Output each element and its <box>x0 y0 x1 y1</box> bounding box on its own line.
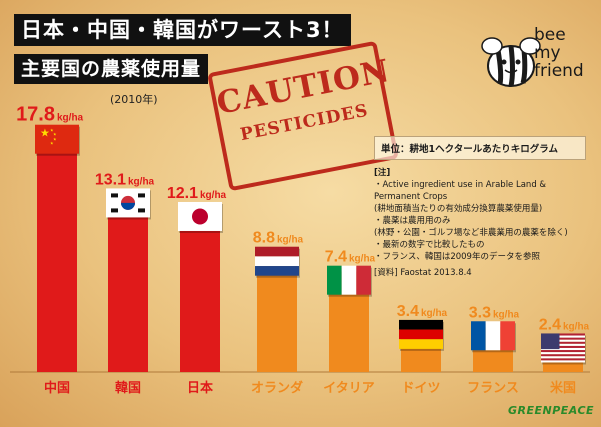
notes-list: ・Active ingredient use in Arable Land & … <box>374 180 586 263</box>
value-label: 3.3 <box>469 304 491 321</box>
bar-group: 12.1 kg/ha 日本 <box>167 185 227 396</box>
logo-word-2: my <box>534 43 561 63</box>
bee-my-friend-logo: bee my friend <box>534 26 584 80</box>
unit-label: kg/ha <box>277 235 304 246</box>
note-item: ・Active ingredient use in Arable Land & <box>374 180 547 190</box>
unit-label: kg/ha <box>563 321 590 332</box>
germany-flag <box>399 319 444 351</box>
usa-flag <box>541 333 586 365</box>
bee-icon <box>481 37 541 87</box>
unit-label: kg/ha <box>349 254 376 265</box>
headline-worst-three: 日本・中国・韓国がワースト3！ <box>14 14 351 46</box>
note-item: Permanent Crops <box>374 192 448 202</box>
unit-label: kg/ha <box>493 309 520 320</box>
category-label: 中国 <box>44 380 70 396</box>
bar-group: 13.1 kg/ha 韓国 <box>95 171 155 396</box>
source-note: [資料] Faostat 2013.8.4 <box>374 268 472 278</box>
category-label: 韓国 <box>115 380 141 396</box>
greenpeace-logo: GREENPEACE <box>508 404 595 417</box>
year-label: (2010年) <box>110 93 158 106</box>
value-label: 12.1 <box>167 185 198 202</box>
svg-text:★: ★ <box>50 141 54 146</box>
bar-group: 2.4 kg/ha 米国 <box>539 316 590 396</box>
value-label: 17.8 <box>16 104 55 126</box>
notes-header: [注] <box>374 168 391 178</box>
category-label: オランダ <box>251 380 303 396</box>
france-flag <box>471 321 516 353</box>
note-item: (林野・公園・ゴルフ場など非農業用の農薬を除く) <box>374 228 568 238</box>
value-label: 13.1 <box>95 171 126 188</box>
notes-panel: 単位：耕地1ヘクタールあたりキログラム [注] ・Active ingredie… <box>374 136 586 278</box>
headline-pesticide-use: 主要国の農薬使用量 <box>14 54 209 84</box>
logo-word-1: bee <box>534 25 566 45</box>
category-label: フランス <box>467 381 519 396</box>
logo-word-3: friend <box>534 61 584 81</box>
value-label: 8.8 <box>253 230 275 247</box>
bar <box>180 207 220 372</box>
korea-flag <box>106 188 151 220</box>
bar-group: 3.4 kg/ha ドイツ <box>397 303 448 396</box>
svg-text:★: ★ <box>40 127 50 140</box>
note-item: ・最新の数字で比較したもの <box>374 240 485 250</box>
value-label: 3.4 <box>397 303 419 320</box>
netherlands-flag <box>255 246 300 278</box>
value-label: 7.4 <box>325 249 347 266</box>
bar-group: 3.3 kg/ha フランス <box>467 304 519 396</box>
unit-label: kg/ha <box>128 176 155 187</box>
unit-label: kg/ha <box>200 190 227 201</box>
china-flag: ★ ★★★★ <box>35 124 80 156</box>
bar <box>108 194 148 372</box>
note-item: (耕地面積当たりの有効成分換算農薬使用量) <box>374 204 543 214</box>
bar-group: 8.8 kg/ha オランダ <box>251 230 304 396</box>
bar <box>37 130 77 372</box>
svg-text:★: ★ <box>53 132 57 137</box>
note-item: ・農薬は農用用のみ <box>374 216 451 226</box>
unit-box: 単位：耕地1ヘクタールあたりキログラム <box>374 136 586 160</box>
italy-flag <box>327 265 372 297</box>
category-label: 米国 <box>550 380 576 396</box>
svg-text:★: ★ <box>50 128 54 133</box>
category-label: イタリア <box>323 381 374 396</box>
note-item: ・フランス、韓国は2009年のデータを参照 <box>374 252 540 262</box>
category-label: 日本 <box>187 380 213 396</box>
japan-flag <box>178 201 223 233</box>
bar-group: 7.4 kg/ha イタリア <box>323 249 375 396</box>
unit-label: kg/ha <box>421 308 448 319</box>
unit-label: kg/ha <box>57 113 84 124</box>
category-label: ドイツ <box>401 381 440 396</box>
value-label: 2.4 <box>539 316 561 333</box>
svg-text:★: ★ <box>53 137 57 142</box>
